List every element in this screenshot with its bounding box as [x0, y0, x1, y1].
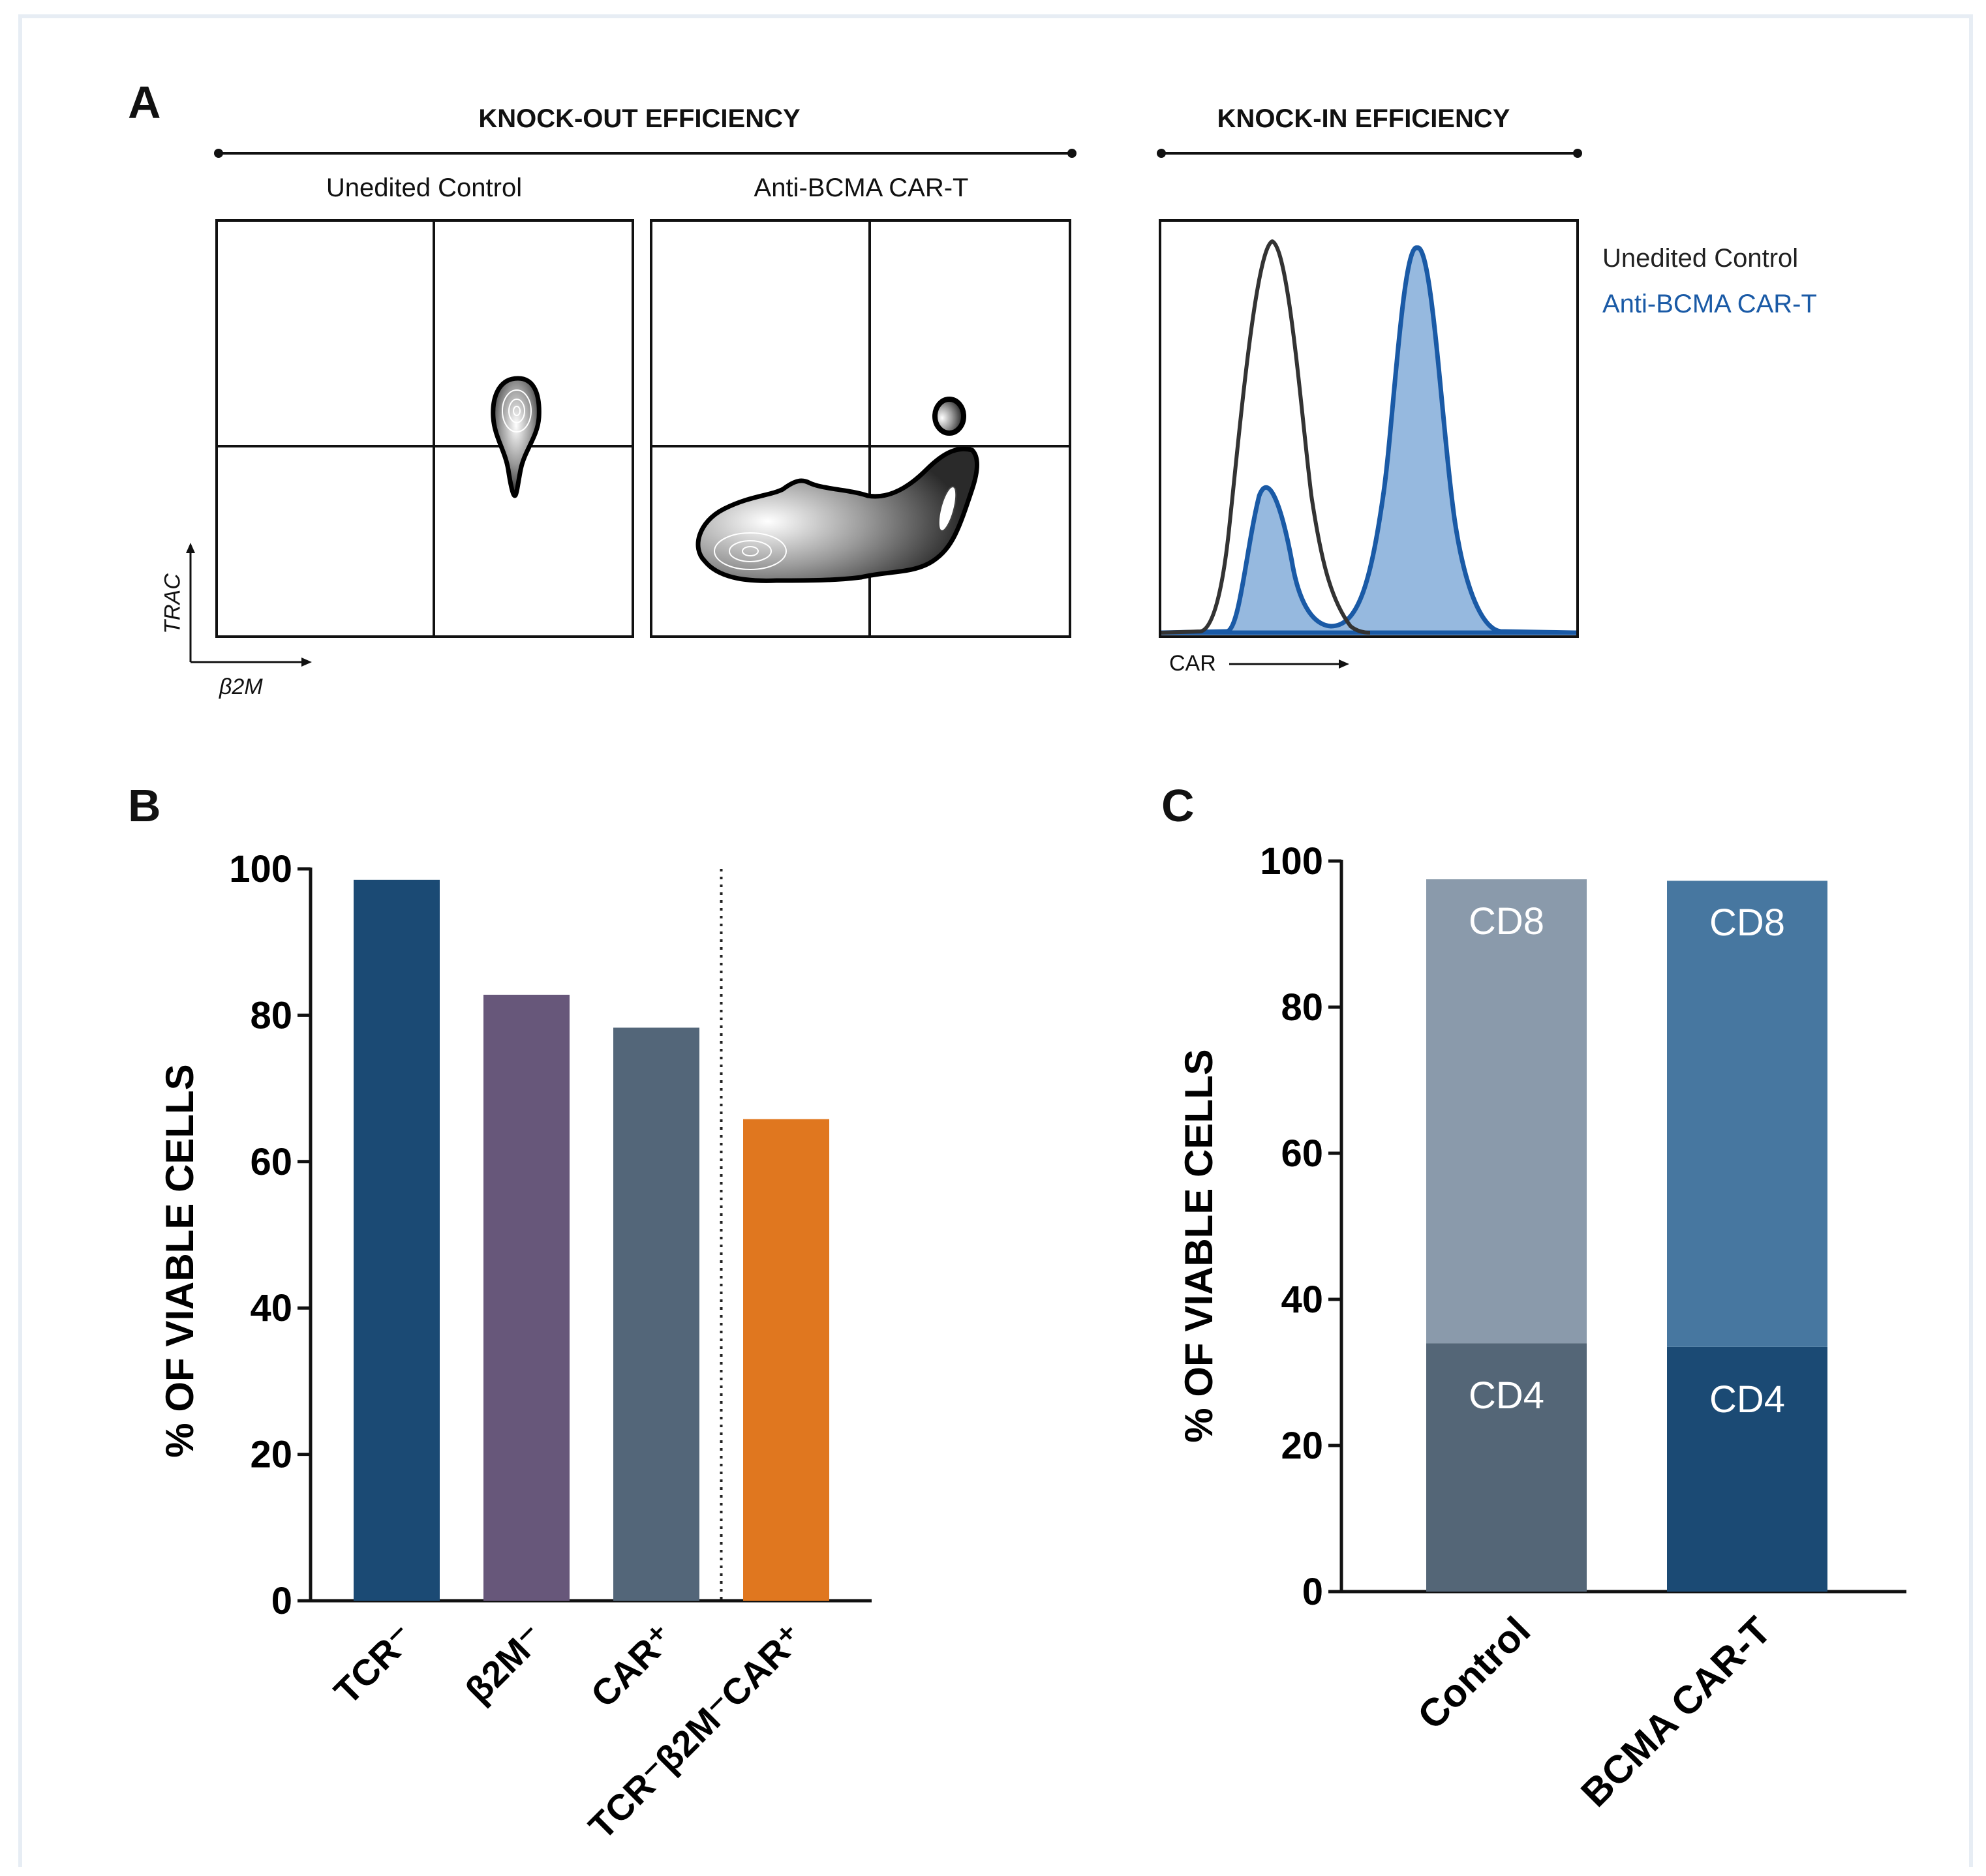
- contour-plot-anti-bcma: [650, 219, 1071, 638]
- c-segment-label-cd4: CD4: [1469, 1374, 1544, 1417]
- contour-axis-arrows: [186, 543, 312, 667]
- b-y-tick-label: 40: [250, 1287, 292, 1329]
- c-y-tick-label: 0: [1302, 1571, 1323, 1613]
- hist-x-arrow: [1229, 659, 1349, 669]
- contour-plot-unedited: [215, 219, 634, 638]
- contour-anti-bcma-svg: [652, 222, 1069, 635]
- c-y-tick-label: 20: [1281, 1425, 1323, 1467]
- b2m-axis-label: β2M: [219, 674, 263, 699]
- c-y-tick-label: 100: [1260, 840, 1323, 883]
- c-bar-control-cd4: [1426, 1343, 1587, 1592]
- b-bar-2m: [483, 994, 570, 1601]
- subtitle-anti-bcma: Anti-BCMA CAR-T: [754, 174, 969, 202]
- b-y-tick-label: 80: [250, 994, 292, 1036]
- b-x-tick-label: β2M⁻: [457, 1616, 552, 1711]
- c-y-tick-label: 80: [1281, 986, 1323, 1029]
- b-bar-tcr: [354, 879, 440, 1601]
- b-x-tick-label: CAR⁺: [583, 1616, 681, 1715]
- c-bar-control-cd8: [1426, 879, 1587, 1344]
- subtitle-unedited-control: Unedited Control: [326, 174, 523, 202]
- panel-b-letter: B: [128, 780, 161, 831]
- b-y-axis-label: % OF VIABLE CELLS: [158, 1064, 202, 1457]
- b-bar-car: [613, 1027, 699, 1601]
- c-x-tick-label: Control: [1409, 1609, 1538, 1738]
- legend-anti-bcma: Anti-BCMA CAR-T: [1602, 290, 1817, 318]
- panel-a-letter: A: [128, 77, 161, 128]
- knockout-title: KNOCK-OUT EFFICIENCY: [478, 104, 801, 133]
- b-x-tick-label: TCR⁻β2M⁻CAR⁺: [581, 1616, 812, 1847]
- c-segment-label-cd8: CD8: [1709, 901, 1785, 944]
- b-x-tick-label: TCR⁻: [326, 1616, 422, 1712]
- contour-unedited-svg: [218, 222, 632, 635]
- car-histogram: [1159, 219, 1579, 638]
- c-y-tick-label: 60: [1281, 1132, 1323, 1175]
- panel-c-stacked-chart: 0 20 40 60 80 100 % OF VIABLE CELLS CD4 CD8 Contr…: [1177, 840, 1906, 1815]
- c-bar-bcma-car-t-cd4: [1667, 1346, 1827, 1592]
- c-x-tick-label: BCMA CAR-T: [1572, 1609, 1779, 1815]
- c-segment-label-cd8: CD8: [1469, 900, 1544, 943]
- panel-c-letter: C: [1161, 780, 1195, 831]
- legend-unedited-control: Unedited Control: [1602, 244, 1799, 273]
- c-y-tick-label: 40: [1281, 1278, 1323, 1321]
- knockin-title: KNOCK-IN EFFICIENCY: [1217, 104, 1510, 133]
- hist-x-label: CAR: [1169, 651, 1216, 676]
- b-y-tick-label: 0: [271, 1580, 292, 1622]
- b-y-tick-label: 20: [250, 1434, 292, 1476]
- c-y-axis-label: % OF VIABLE CELLS: [1177, 1049, 1221, 1442]
- c-segment-label-cd4: CD4: [1709, 1378, 1785, 1421]
- b-y-tick-label: 100: [229, 848, 292, 890]
- panel-a-bracket-lines: [214, 149, 1582, 158]
- trac-axis-label: TRAC: [160, 573, 185, 634]
- b-bar-tcr-2m-car: [743, 1119, 829, 1601]
- c-bar-bcma-car-t-cd8: [1667, 881, 1827, 1347]
- b-y-tick-label: 60: [250, 1141, 292, 1183]
- car-histogram-svg: [1161, 239, 1576, 635]
